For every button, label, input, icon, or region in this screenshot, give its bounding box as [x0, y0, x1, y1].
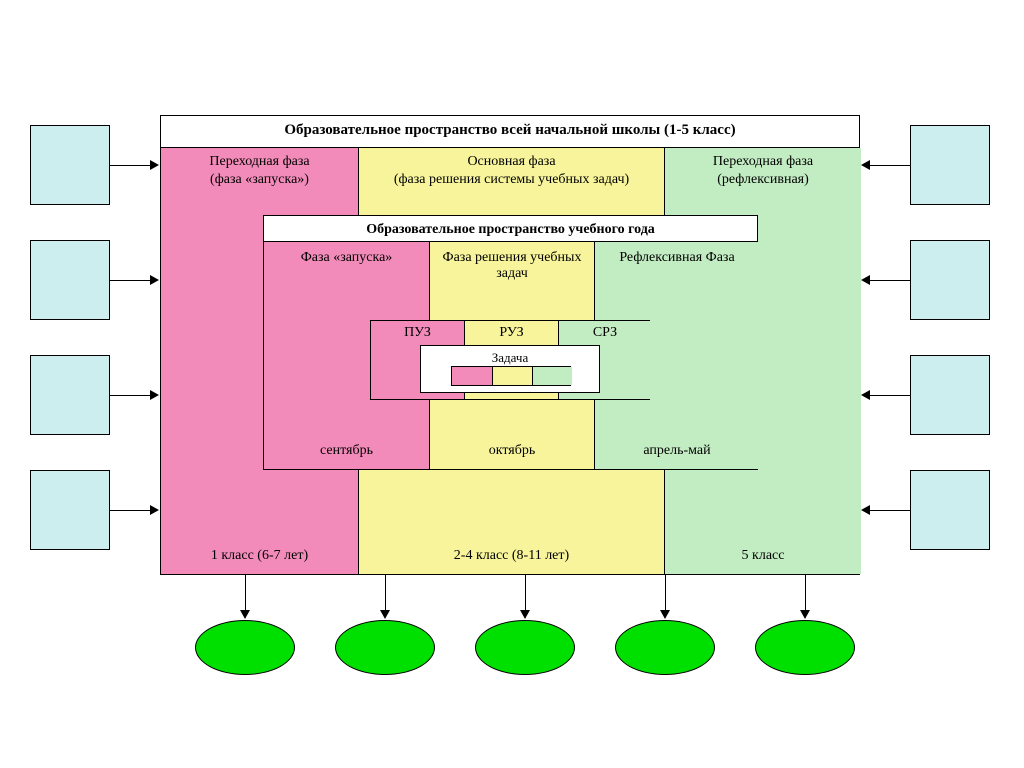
left-arrow-3	[110, 395, 152, 396]
down-arrow-3	[525, 575, 526, 612]
task-inner	[451, 366, 571, 386]
right-arrow-1-head	[861, 160, 870, 170]
outer-col-3-top1: Переходная фаза	[665, 154, 861, 170]
right-arrow-4-head	[861, 505, 870, 515]
year-frame-title: Образовательное пространство учебного го…	[264, 216, 757, 242]
left-box-3	[30, 355, 110, 435]
outer-col-3-top2: (рефлексивная)	[665, 172, 861, 188]
left-arrow-1	[110, 165, 152, 166]
task-frame: Задача	[420, 345, 600, 393]
left-box-1	[30, 125, 110, 205]
left-arrow-2-head	[150, 275, 159, 285]
uz-col-3-label: СРЗ	[559, 325, 651, 341]
right-box-4	[910, 470, 990, 550]
right-box-1	[910, 125, 990, 205]
oval-5	[755, 620, 855, 675]
down-arrow-2-head	[380, 610, 390, 619]
oval-4	[615, 620, 715, 675]
task-col-3	[532, 367, 572, 385]
year-col-1-top: Фаза «запуска»	[264, 250, 429, 266]
down-arrow-1-head	[240, 610, 250, 619]
right-arrow-2-head	[861, 275, 870, 285]
oval-1	[195, 620, 295, 675]
outer-col-1-top2: (фаза «запуска»)	[161, 172, 358, 188]
year-col-1-bottom: сентябрь	[264, 443, 429, 459]
left-box-2	[30, 240, 110, 320]
right-arrow-4	[869, 510, 911, 511]
right-arrow-3-head	[861, 390, 870, 400]
uz-col-2-label: РУЗ	[465, 325, 558, 341]
right-arrow-1	[869, 165, 911, 166]
year-col-3-top: Рефлексивная Фаза	[595, 250, 759, 266]
outer-col-2-bottom: 2-4 класс (8-11 лет)	[359, 548, 664, 564]
down-arrow-2	[385, 575, 386, 612]
right-box-3	[910, 355, 990, 435]
outer-col-2-top1: Основная фаза	[359, 154, 664, 170]
left-arrow-3-head	[150, 390, 159, 400]
down-arrow-4-head	[660, 610, 670, 619]
outer-col-1-bottom: 1 класс (6-7 лет)	[161, 548, 358, 564]
down-arrow-5-head	[800, 610, 810, 619]
right-arrow-3	[869, 395, 911, 396]
oval-2	[335, 620, 435, 675]
year-col-2-bottom: октябрь	[430, 443, 594, 459]
down-arrow-5	[805, 575, 806, 612]
task-col-2	[492, 367, 532, 385]
diagram-stage: Образовательное пространство всей началь…	[0, 0, 1024, 768]
outer-col-1-top1: Переходная фаза	[161, 154, 358, 170]
right-arrow-2	[869, 280, 911, 281]
year-col-2-top: Фаза решения учебных задач	[430, 250, 594, 282]
down-arrow-4	[665, 575, 666, 612]
outer-frame-title: Образовательное пространство всей началь…	[161, 116, 859, 148]
uz-col-1-label: ПУЗ	[371, 325, 464, 341]
down-arrow-1	[245, 575, 246, 612]
task-col-1	[452, 367, 492, 385]
left-arrow-1-head	[150, 160, 159, 170]
down-arrow-3-head	[520, 610, 530, 619]
outer-col-2-top2: (фаза решения системы учебных задач)	[359, 172, 664, 188]
oval-3	[475, 620, 575, 675]
left-arrow-4	[110, 510, 152, 511]
left-box-4	[30, 470, 110, 550]
right-box-2	[910, 240, 990, 320]
left-arrow-4-head	[150, 505, 159, 515]
outer-col-3-bottom: 5 класс	[665, 548, 861, 564]
year-col-3-bottom: апрель-май	[595, 443, 759, 459]
left-arrow-2	[110, 280, 152, 281]
